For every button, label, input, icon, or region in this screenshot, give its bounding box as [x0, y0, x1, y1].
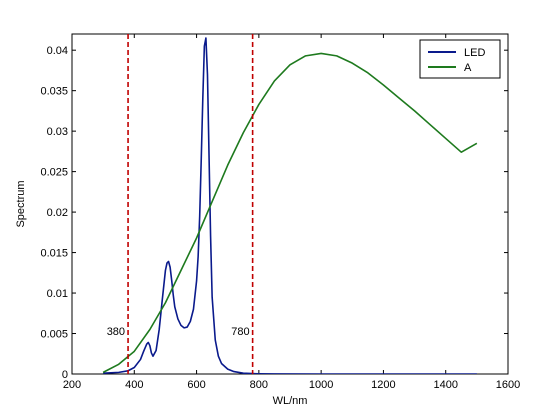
y-axis-label: Spectrum: [15, 180, 27, 227]
y-tick-label: 0.01: [47, 288, 68, 300]
y-tick-label: 0.04: [47, 45, 68, 57]
x-tick-label: 1000: [309, 379, 333, 391]
x-tick-label: 1400: [433, 379, 457, 391]
plot-area: 200 400 600 800 1000 1200 1400 1600 0 0.005 0.01 0.…: [40, 33, 520, 391]
x-tick-label: 800: [250, 379, 268, 391]
vline-label-380: 380: [107, 326, 125, 338]
series-line-led: [103, 37, 477, 374]
y-tick-label: 0.03: [47, 126, 68, 138]
x-tick-label: 600: [187, 379, 205, 391]
x-tick-label: 400: [125, 379, 143, 391]
y-tick-label: 0.015: [40, 248, 68, 260]
x-axis-label: WL/nm: [273, 395, 308, 407]
x-tick-label: 1200: [371, 379, 395, 391]
y-tick-label: 0.005: [40, 329, 68, 341]
legend-label-a: A: [464, 62, 472, 74]
y-tick-label: 0.02: [47, 207, 68, 219]
legend-box: [419, 39, 501, 79]
legend-label-led: LED: [464, 47, 485, 59]
x-tick-label: 1600: [496, 379, 520, 391]
legend: LED A: [419, 39, 501, 79]
x-tick-label: 200: [63, 379, 81, 391]
y-tick-label: 0: [62, 369, 68, 381]
series-line-a: [102, 52, 478, 374]
vline-label-780: 780: [231, 326, 249, 338]
axes-box: [71, 33, 509, 375]
y-tick-label: 0.025: [40, 167, 68, 179]
data-layer: [102, 34, 478, 374]
y-tick-label: 0.035: [40, 86, 68, 98]
